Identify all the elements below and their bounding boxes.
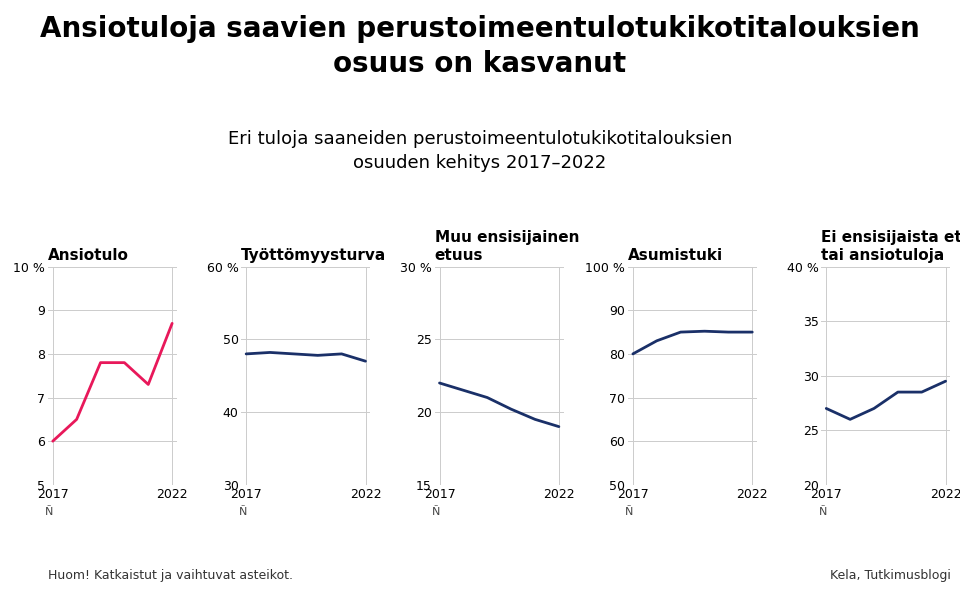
Text: Työttömyysturva: Työttömyysturva — [241, 248, 387, 262]
Text: Muu ensisijainen
etuus: Muu ensisijainen etuus — [435, 230, 579, 262]
Text: Asumistuki: Asumistuki — [628, 248, 723, 262]
Text: Ñ: Ñ — [239, 507, 247, 518]
Text: Ei ensisijaista etuutta
tai ansiotuloja: Ei ensisijaista etuutta tai ansiotuloja — [822, 230, 960, 262]
Text: Huom! Katkaistut ja vaihtuvat asteikot.: Huom! Katkaistut ja vaihtuvat asteikot. — [48, 569, 293, 582]
Text: Ñ: Ñ — [432, 507, 441, 518]
Text: Kela, Tutkimusblogi: Kela, Tutkimusblogi — [829, 569, 950, 582]
Text: Ñ: Ñ — [625, 507, 634, 518]
Text: Ansiotulo: Ansiotulo — [48, 248, 129, 262]
Text: Ñ: Ñ — [45, 507, 54, 518]
Text: Ansiotuloja saavien perustoimeentulotukikotitalouksien
osuus on kasvanut: Ansiotuloja saavien perustoimeentulotuki… — [40, 15, 920, 78]
Text: Ñ: Ñ — [819, 507, 828, 518]
Text: Eri tuloja saaneiden perustoimeentulotukikotitalouksien
osuuden kehitys 2017–202: Eri tuloja saaneiden perustoimeentulotuk… — [228, 130, 732, 172]
